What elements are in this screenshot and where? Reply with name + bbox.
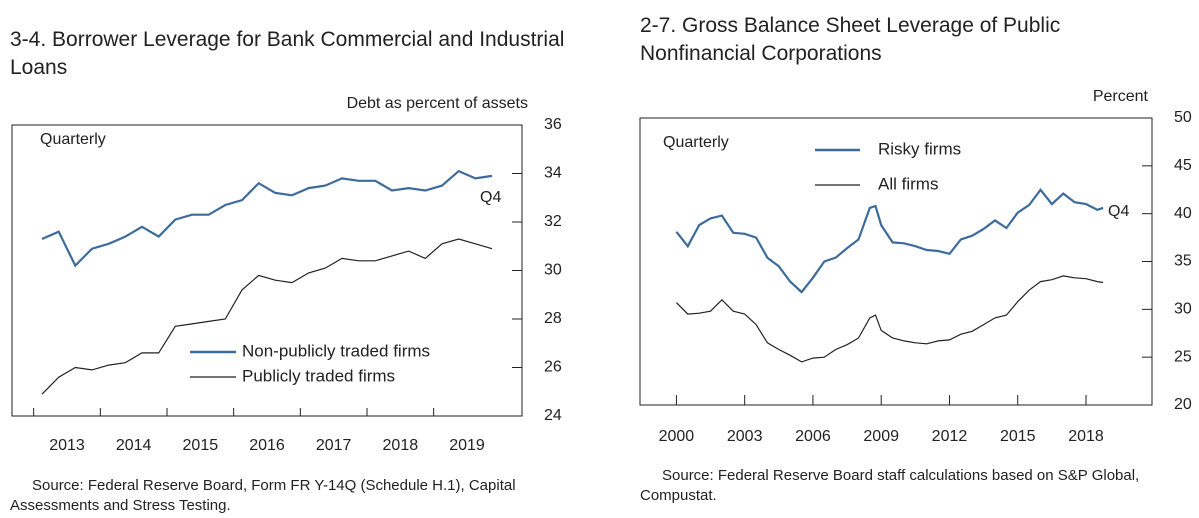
legend-label: All firms xyxy=(878,174,938,193)
y-tick-label: 26 xyxy=(544,359,562,376)
y-tick-label: 36 xyxy=(544,116,562,133)
annotation: Quarterly xyxy=(40,131,106,148)
source-note: Source: Federal Reserve Board, Form FR Y… xyxy=(10,477,516,514)
y-tick-label: 32 xyxy=(544,213,562,230)
x-tick-label: 2013 xyxy=(49,437,85,454)
series-line xyxy=(41,238,493,395)
x-tick-label: 2014 xyxy=(116,437,152,454)
annotation: Q4 xyxy=(480,189,501,206)
legend-label: Publicly traded firms xyxy=(242,366,395,385)
x-tick-label: 2019 xyxy=(449,437,485,454)
plot-frame xyxy=(639,117,1153,406)
y-axis-label: Debt as percent of assets xyxy=(347,95,528,112)
source-note: Source: Federal Reserve Board staff calc… xyxy=(640,467,1140,504)
annotation: Q4 xyxy=(1108,203,1129,220)
series-line xyxy=(675,187,1104,294)
x-tick-label: 2018 xyxy=(383,437,419,454)
y-tick-label: 34 xyxy=(544,165,562,182)
y-axis-label: Percent xyxy=(1093,88,1149,105)
y-tick-label: 30 xyxy=(544,262,562,279)
legend-label: Non-publicly traded firms xyxy=(242,341,430,360)
chart-title: 3-4. Borrower Leverage for Bank Commerci… xyxy=(10,28,565,79)
x-tick-label: 2012 xyxy=(932,428,968,445)
x-tick-label: 2003 xyxy=(727,428,763,445)
y-tick-label: 28 xyxy=(544,310,562,327)
y-tick-label: 50 xyxy=(1174,109,1192,126)
y-tick-label: 20 xyxy=(1174,396,1192,413)
y-tick-label: 25 xyxy=(1174,348,1192,365)
y-tick-label: 30 xyxy=(1174,301,1192,318)
x-tick-label: 2009 xyxy=(863,428,899,445)
x-tick-label: 2006 xyxy=(795,428,831,445)
series-line xyxy=(675,275,1104,363)
chart-title: 2-7. Gross Balance Sheet Leverage of Pub… xyxy=(640,14,1061,65)
x-tick-label: 2016 xyxy=(249,437,285,454)
x-tick-label: 2000 xyxy=(659,428,695,445)
y-tick-label: 40 xyxy=(1174,205,1192,222)
legend-label: Risky firms xyxy=(878,139,961,158)
x-tick-label: 2015 xyxy=(1000,428,1036,445)
series-line xyxy=(41,169,493,268)
x-tick-label: 2018 xyxy=(1068,428,1104,445)
x-tick-label: 2017 xyxy=(316,437,352,454)
y-tick-label: 35 xyxy=(1174,253,1192,270)
annotation: Quarterly xyxy=(663,134,729,151)
y-tick-label: 45 xyxy=(1174,157,1192,174)
y-tick-label: 24 xyxy=(544,407,562,424)
x-tick-label: 2015 xyxy=(183,437,219,454)
